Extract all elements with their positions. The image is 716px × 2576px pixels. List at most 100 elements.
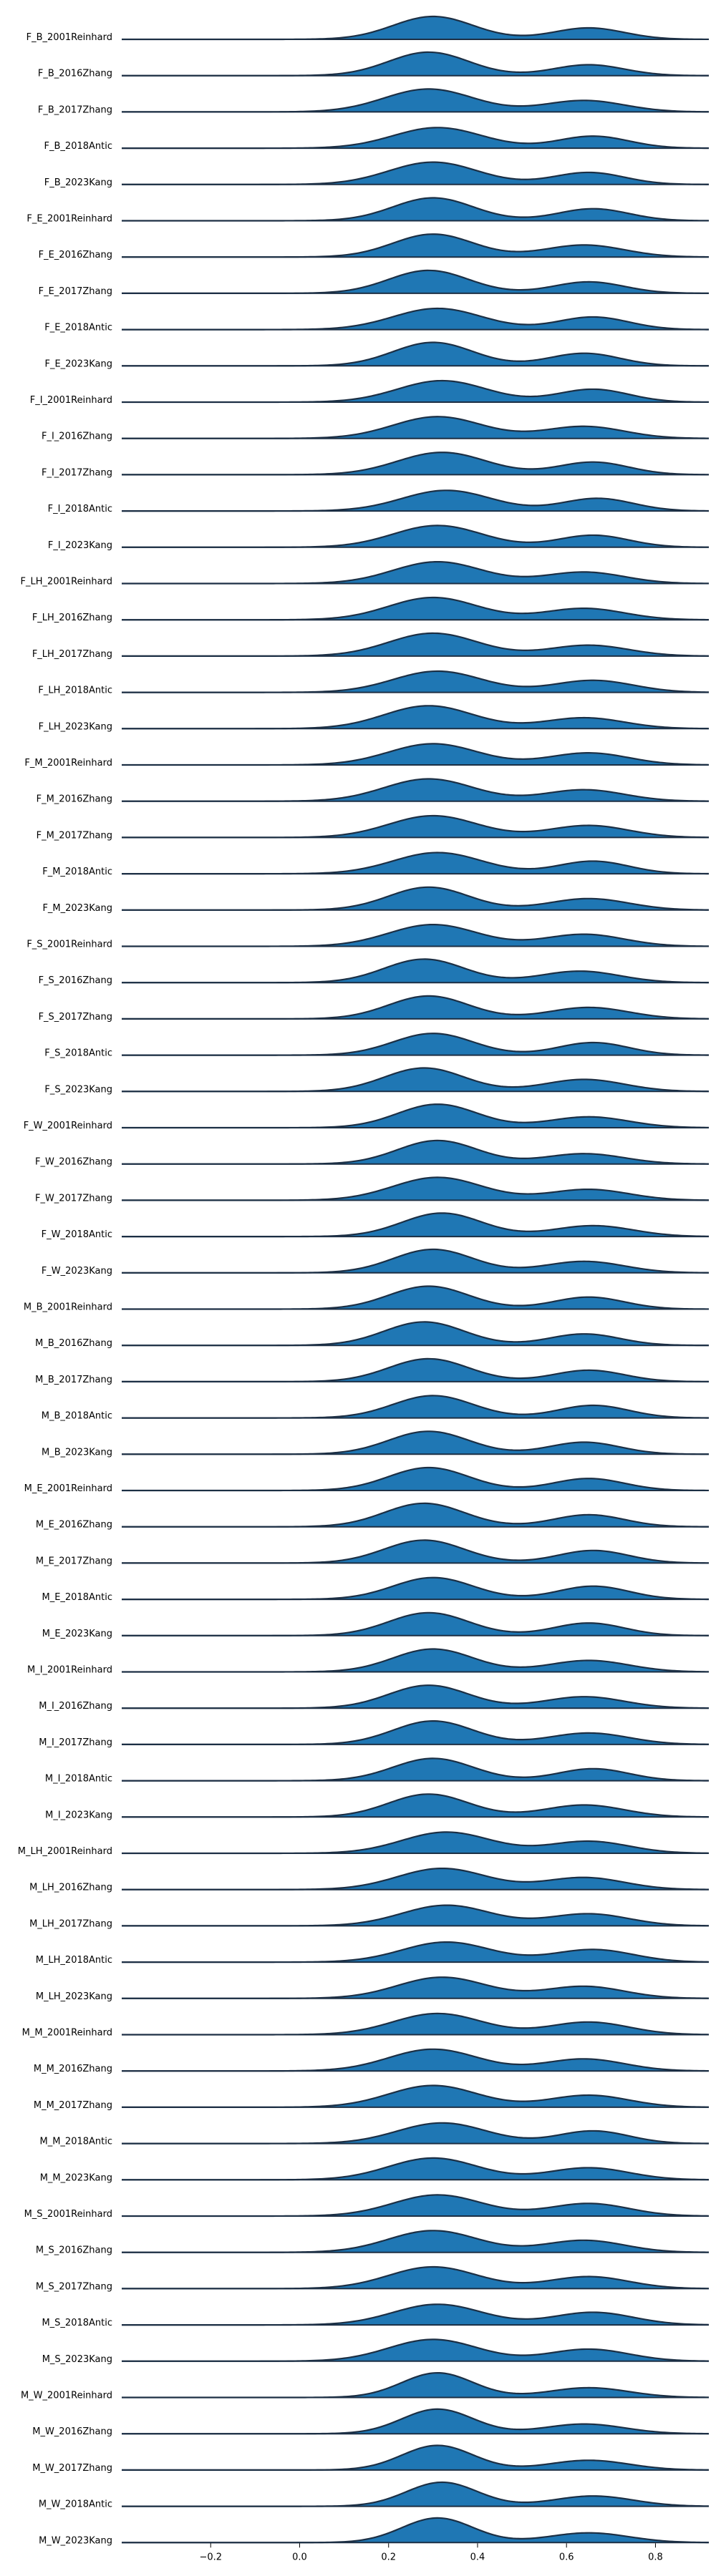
ridge-area-M_I_2023Kang — [122, 1794, 709, 1818]
ridge-label: M_LH_2023Kang — [36, 1991, 112, 2002]
ridge-area-M_I_2018Antic — [122, 1758, 709, 1781]
ridge-label: M_I_2023Kang — [45, 1810, 112, 1820]
ridge-area-M_I_2017Zhang — [122, 1721, 709, 1745]
ridge-area-F_B_2017Zhang — [122, 89, 709, 112]
ridge-label: F_LH_2023Kang — [39, 721, 112, 732]
ridge-area-F_I_2023Kang — [122, 525, 709, 547]
ridge-area-F_M_2018Antic — [122, 852, 709, 874]
ridge-label: F_I_2001Reinhard — [30, 395, 112, 406]
ridge-label: M_B_2017Zhang — [35, 1375, 112, 1385]
ridge-label: M_W_2001Reinhard — [21, 2391, 112, 2401]
ridge-label: F_M_2018Antic — [42, 867, 112, 877]
ridge-label: F_M_2001Reinhard — [24, 758, 112, 769]
ridge-area-M_B_2018Antic — [122, 1395, 709, 1418]
ridge-label: M_I_2018Antic — [45, 1774, 112, 1785]
ridge-area-F_S_2001Reinhard — [122, 924, 709, 947]
ridge-area-F_W_2023Kang — [122, 1249, 709, 1273]
ridge-area-F_W_2001Reinhard — [122, 1104, 709, 1128]
ridge-label: F_I_2017Zhang — [42, 467, 112, 478]
ridge-label: F_E_2001Reinhard — [26, 214, 112, 225]
ridge-label: M_S_2023Kang — [42, 2354, 112, 2365]
ridge-area-F_B_2016Zhang — [122, 52, 709, 76]
ridge-label: F_LH_2016Zhang — [32, 613, 112, 623]
ridge-label: M_M_2001Reinhard — [22, 2028, 112, 2039]
ridge-label: M_S_2001Reinhard — [24, 2209, 112, 2220]
ridge-label: F_W_2023Kang — [42, 1266, 112, 1277]
ridge-area-M_M_2016Zhang — [122, 2049, 709, 2072]
ridge-label: M_I_2016Zhang — [39, 1701, 112, 1712]
ridge-label: F_E_2017Zhang — [39, 286, 112, 297]
ridge-area-M_B_2017Zhang — [122, 1358, 709, 1382]
ridge-label: F_B_2018Antic — [44, 141, 112, 152]
ridge-area-F_M_2023Kang — [122, 887, 709, 910]
ridge-area-M_B_2023Kang — [122, 1431, 709, 1455]
ridge-area-F_W_2016Zhang — [122, 1140, 709, 1164]
ridge-area-M_B_2001Reinhard — [122, 1286, 709, 1309]
ridge-label: M_M_2018Antic — [39, 2137, 112, 2147]
ridge-label: M_B_2016Zhang — [35, 1338, 112, 1349]
ridge-area-M_I_2016Zhang — [122, 1685, 709, 1709]
ridge-label: M_S_2018Antic — [42, 2318, 112, 2328]
ridge-area-F_W_2017Zhang — [122, 1177, 709, 1201]
ridge-label: M_E_2016Zhang — [36, 1520, 112, 1531]
x-tick-label: 0.0 — [292, 2552, 307, 2562]
ridge-label: F_B_2017Zhang — [38, 104, 112, 115]
ridge-label: M_W_2018Antic — [39, 2499, 112, 2510]
ridge-area-F_LH_2018Antic — [122, 670, 709, 693]
ridge-area-F_I_2001Reinhard — [122, 381, 709, 402]
ridge-label: F_S_2016Zhang — [39, 975, 112, 986]
ridge-label: F_I_2023Kang — [48, 540, 112, 551]
ridge-label: F_S_2018Antic — [44, 1048, 112, 1059]
x-tick-label: 0.4 — [470, 2552, 485, 2562]
ridge-area-M_W_2017Zhang — [122, 2445, 709, 2470]
ridge-label: F_S_2017Zhang — [39, 1012, 112, 1023]
ridge-label: F_S_2023Kang — [44, 1084, 112, 1095]
ridge-area-M_I_2001Reinhard — [122, 1649, 709, 1672]
ridge-label: F_LH_2018Antic — [38, 686, 112, 696]
ridge-area-F_B_2023Kang — [122, 162, 709, 185]
ridge-label: M_B_2023Kang — [42, 1447, 112, 1458]
ridge-area-M_M_2018Antic — [122, 2122, 709, 2144]
ridge-label: M_B_2001Reinhard — [24, 1302, 112, 1313]
x-tick-label: 0.2 — [381, 2552, 396, 2562]
ridge-area-F_S_2023Kang — [122, 1068, 709, 1092]
ridge-area-F_LH_2001Reinhard — [122, 562, 709, 584]
ridge-label: F_B_2001Reinhard — [26, 32, 112, 43]
ridge-area-F_W_2018Antic — [122, 1213, 709, 1237]
ridge-label: M_S_2017Zhang — [36, 2281, 112, 2292]
ridge-area-M_M_2017Zhang — [122, 2085, 709, 2107]
ridge-area-M_W_2001Reinhard — [122, 2373, 709, 2398]
ridge-area-F_LH_2016Zhang — [122, 597, 709, 620]
x-tick-label: 0.8 — [648, 2552, 663, 2562]
x-tick-label: 0.6 — [559, 2552, 574, 2562]
ridge-label: F_W_2001Reinhard — [24, 1121, 112, 1131]
ridge-area-M_W_2016Zhang — [122, 2409, 709, 2434]
ridge-area-M_E_2018Antic — [122, 1577, 709, 1600]
ridge-area-F_E_2017Zhang — [122, 270, 709, 293]
ridge-area-M_M_2023Kang — [122, 2157, 709, 2180]
ridge-label: M_LH_2001Reinhard — [18, 1846, 112, 1857]
ridge-area-M_S_2018Antic — [122, 2304, 709, 2326]
ridge-area-F_E_2001Reinhard — [122, 197, 709, 221]
ridge-label: F_S_2001Reinhard — [26, 940, 112, 950]
ridge-area-M_B_2016Zhang — [122, 1322, 709, 1346]
ridge-area-F_I_2016Zhang — [122, 416, 709, 439]
ridge-area-M_E_2001Reinhard — [122, 1468, 709, 1491]
ridge-label: M_S_2016Zhang — [36, 2245, 112, 2256]
ridge-label: M_E_2018Antic — [42, 1592, 112, 1603]
ridge-area-M_E_2023Kang — [122, 1612, 709, 1636]
ridge-label: M_M_2017Zhang — [34, 2100, 112, 2111]
ridge-area-M_LH_2018Antic — [122, 1942, 709, 1963]
ridge-label: F_LH_2001Reinhard — [21, 577, 112, 587]
ridge-area-F_I_2017Zhang — [122, 452, 709, 475]
ridge-label: F_W_2016Zhang — [35, 1157, 112, 1168]
ridge-area-M_M_2001Reinhard — [122, 2013, 709, 2035]
ridge-label: M_LH_2018Antic — [36, 1955, 112, 1966]
ridge-area-F_S_2016Zhang — [122, 959, 709, 983]
ridge-labels-group: F_B_2001Reinhard F_B_2016Zhang F_B_2017Zha… — [18, 32, 112, 2546]
ridge-area-F_LH_2023Kang — [122, 706, 709, 729]
ridge-label: F_LH_2017Zhang — [32, 649, 112, 660]
ridge-area-F_LH_2017Zhang — [122, 633, 709, 656]
ridge-area-M_S_2001Reinhard — [122, 2195, 709, 2216]
ridge-label: F_E_2016Zhang — [39, 250, 112, 260]
